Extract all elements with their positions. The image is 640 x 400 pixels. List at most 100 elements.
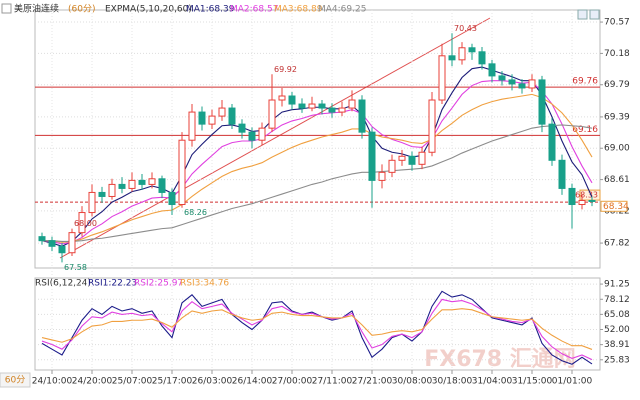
y-tick-label: 68.61: [604, 175, 630, 185]
candle-body: [178, 139, 186, 206]
legend-label: RSI1:22.23: [88, 279, 137, 289]
series-line: [41, 308, 593, 350]
candle-body: [278, 95, 286, 101]
high-label: 70.43: [454, 24, 477, 33]
period-label[interactable]: 60分: [5, 375, 25, 386]
y-tick-label: 69.39: [604, 112, 630, 122]
candle-body: [478, 51, 486, 65]
current-level-label: 68.33: [575, 191, 598, 200]
x-tick-label: 01/01:00: [552, 377, 593, 387]
candle-body: [138, 179, 146, 185]
series-line: [41, 298, 593, 361]
zoom-icon[interactable]: [577, 9, 588, 20]
candle-body: [588, 199, 596, 202]
rsi-panel: [34, 277, 601, 371]
candle-body: [448, 55, 456, 61]
y-tick-label: 52.00: [604, 325, 630, 335]
candle-body: [78, 212, 86, 234]
candle-body: [348, 99, 356, 109]
candle-body: [38, 236, 46, 242]
legend-label: MA4:69.25: [318, 5, 366, 15]
chart-title: 美原油连续: [14, 3, 59, 15]
candle-body: [558, 159, 566, 189]
candle-body: [408, 155, 416, 165]
y-tick-label: 65.08: [604, 310, 630, 320]
y-tick-label: 70.57: [604, 18, 630, 28]
candle-body: [198, 111, 206, 125]
legend-label: MA3:68.89: [274, 5, 323, 15]
indicator-label: EXPMA(5,10,20,60): [105, 5, 192, 15]
x-tick-label: 26/14:00: [232, 377, 273, 387]
y-tick-label: 69.00: [604, 144, 630, 154]
period-button[interactable]: [0, 372, 31, 388]
x-tick-label: 24/10:00: [32, 377, 73, 387]
settings-icon[interactable]: [589, 9, 600, 20]
candle-body: [248, 131, 256, 141]
level-label: 69.76: [572, 77, 598, 87]
y-tick-label: 69.79: [604, 80, 630, 90]
candle-body: [208, 115, 216, 125]
legend-label: MA2:68.57: [230, 5, 278, 15]
series-line: [41, 66, 593, 247]
y-tick-label: 91.25: [604, 280, 630, 290]
high-label: 68.00: [74, 219, 97, 228]
x-tick-label: 31/04:00: [472, 377, 513, 387]
candle-body: [58, 245, 66, 254]
candle-body: [228, 107, 236, 125]
window-icon[interactable]: [1, 3, 12, 14]
candle-body: [48, 240, 56, 247]
candle-body: [568, 187, 576, 206]
y-tick-label: 70.18: [604, 49, 630, 59]
candle-body: [548, 123, 556, 161]
last-price-label: 68.34: [603, 202, 629, 212]
rsi-title: RSI(6,12,24): [35, 279, 91, 289]
candle-body: [458, 47, 466, 61]
low-label: 67.58: [64, 263, 87, 272]
candle-body: [268, 99, 276, 129]
x-tick-label: 27/00:00: [272, 377, 313, 387]
x-tick-label: 27/11:00: [312, 377, 353, 387]
candle-body: [298, 103, 306, 109]
series-line: [41, 80, 593, 245]
candle-body: [218, 107, 226, 117]
series-line: [42, 93, 593, 243]
low-label: 68.26: [184, 208, 207, 217]
high-label: 69.92: [274, 65, 297, 74]
candle-body: [258, 127, 266, 141]
level-label: 69.16: [572, 125, 598, 135]
main-panel: [34, 9, 601, 269]
y-tick-label: 25.83: [604, 355, 630, 365]
candle-body: [88, 191, 96, 214]
candle-body: [378, 171, 386, 181]
candle-body: [98, 191, 106, 197]
candle-body: [418, 151, 426, 165]
candle-body: [488, 63, 496, 77]
candle-body: [578, 199, 586, 206]
candle-body: [498, 75, 506, 81]
candle-body: [508, 79, 516, 85]
legend-label: RSI2:25.97: [134, 279, 183, 289]
candle-body: [128, 179, 136, 189]
candle-body: [538, 79, 546, 125]
legend-label: MA1:68.39: [186, 5, 235, 15]
candle-body: [428, 99, 436, 153]
candle-body: [108, 183, 116, 197]
candle-body: [158, 178, 166, 193]
candle-body: [148, 178, 156, 185]
y-tick-label: 38.91: [604, 340, 630, 350]
candle-body: [328, 107, 336, 113]
candle-body: [68, 232, 76, 254]
x-tick-label: 25/17:00: [152, 377, 193, 387]
x-tick-label: 25/07:00: [112, 377, 153, 387]
series-line: [42, 124, 593, 243]
candle-body: [238, 123, 246, 133]
candle-body: [338, 107, 346, 113]
candle-body: [358, 99, 366, 133]
candle-body: [118, 183, 126, 189]
chart-subtitle: (60分): [68, 4, 95, 15]
candle-body: [188, 111, 196, 141]
candle-body: [528, 79, 536, 89]
